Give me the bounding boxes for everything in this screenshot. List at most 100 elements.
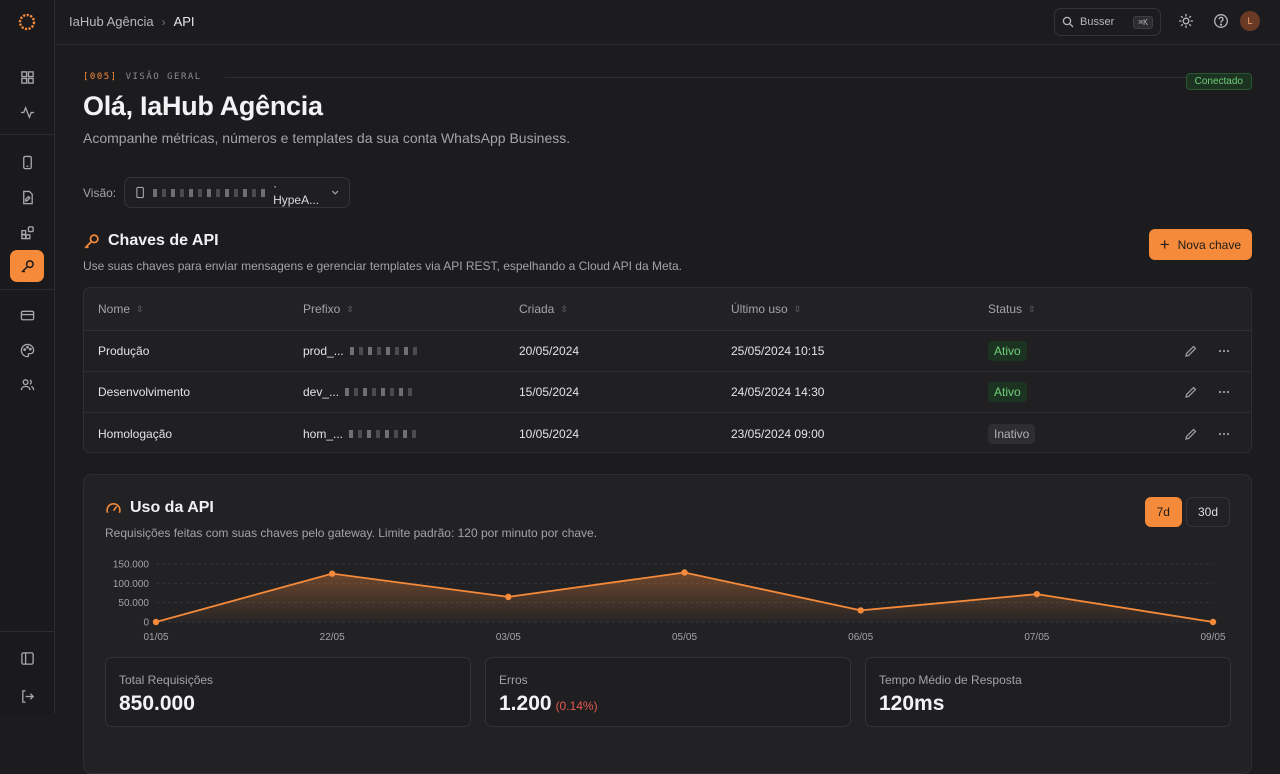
key-created: 15/05/2024 xyxy=(519,372,579,412)
view-select[interactable]: · HypeA... xyxy=(124,177,350,208)
table-row: Homologação hom_... 10/05/2024 23/05/202… xyxy=(84,413,1251,453)
x-tick-label: 09/05 xyxy=(1200,632,1225,643)
breadcrumb-item-org[interactable]: IaHub Agência xyxy=(69,14,154,29)
api-usage-title: Uso da API xyxy=(130,499,214,517)
activity-icon xyxy=(20,105,35,120)
range-7d-button[interactable]: 7d xyxy=(1145,497,1182,527)
data-point xyxy=(857,607,863,613)
key-created: 10/05/2024 xyxy=(519,413,579,453)
sidebar-item-api-keys[interactable] xyxy=(10,250,44,282)
x-tick-label: 05/05 xyxy=(672,632,697,643)
key-prefix: hom_... xyxy=(303,413,417,453)
api-keys-description: Use suas chaves para enviar mensagens e … xyxy=(83,259,682,273)
status-badge: Ativo xyxy=(988,382,1027,402)
sidebar-item-users[interactable] xyxy=(10,368,44,400)
new-key-button[interactable]: + Nova chave xyxy=(1149,229,1252,260)
main-content: [005] VISÃO GERAL Conectado Olá, IaHub A… xyxy=(55,46,1280,714)
sidebar-item-billing[interactable] xyxy=(10,299,44,331)
logout-button[interactable] xyxy=(10,680,44,712)
x-tick-label: 06/05 xyxy=(848,632,873,643)
redacted-prefix xyxy=(349,430,417,438)
column-header-prefix[interactable]: Prefixo⇳ xyxy=(303,288,354,330)
panel-left-icon xyxy=(20,651,35,666)
sidebar-item-integrations[interactable] xyxy=(10,216,44,248)
sidebar-item-phone[interactable] xyxy=(10,146,44,178)
sidebar-item-activity[interactable] xyxy=(10,96,44,128)
key-status: Inativo xyxy=(988,413,1035,453)
more-button[interactable] xyxy=(1217,331,1231,371)
key-name: Produção xyxy=(98,331,149,371)
sidebar-divider xyxy=(0,289,55,290)
pencil-icon xyxy=(1184,385,1198,399)
sort-icon: ⇳ xyxy=(1028,304,1036,315)
key-last-used: 23/05/2024 09:00 xyxy=(731,413,824,453)
eyebrow-divider xyxy=(225,77,1225,78)
avatar[interactable]: L xyxy=(1240,11,1260,31)
status-badge: Ativo xyxy=(988,341,1027,361)
y-tick-label: 0 xyxy=(143,618,149,629)
more-button[interactable] xyxy=(1217,413,1231,453)
range-toggle: 7d 30d xyxy=(1145,497,1230,527)
pencil-icon xyxy=(1184,344,1198,358)
key-prefix-text: hom_... xyxy=(303,427,343,441)
data-point xyxy=(1034,591,1040,597)
page-title: Olá, IaHub Agência xyxy=(83,91,323,122)
stat-value: 1.200(0.14%) xyxy=(499,692,598,716)
sidebar-item-templates[interactable] xyxy=(10,181,44,213)
file-edit-icon xyxy=(20,190,35,205)
key-last-used: 24/05/2024 14:30 xyxy=(731,372,824,412)
api-usage-card: Uso da API Requisições feitas com suas c… xyxy=(83,474,1252,774)
column-header-last-used[interactable]: Último uso⇳ xyxy=(731,288,801,330)
data-point xyxy=(1210,619,1216,625)
sidebar-divider xyxy=(0,134,55,135)
breadcrumb-item-current: API xyxy=(174,14,195,29)
edit-button[interactable] xyxy=(1184,413,1198,453)
y-tick-label: 150.000 xyxy=(113,560,150,571)
stat-card-errors: Erros 1.200(0.14%) xyxy=(485,657,851,727)
range-30d-button[interactable]: 30d xyxy=(1186,497,1230,527)
eyebrow-label: VISÃO GERAL xyxy=(126,72,202,82)
column-header-name[interactable]: Nome ⇳ xyxy=(98,288,144,330)
breadcrumb: IaHub Agência › API xyxy=(69,14,195,29)
sidebar-toggle-button[interactable] xyxy=(10,642,44,674)
more-button[interactable] xyxy=(1217,372,1231,412)
search-label: Busser xyxy=(1080,16,1114,28)
sidebar-item-appearance[interactable] xyxy=(10,334,44,366)
key-created: 20/05/2024 xyxy=(519,331,579,371)
key-name: Desenvolvimento xyxy=(98,372,190,412)
stat-label: Tempo Médio de Resposta xyxy=(879,673,1022,687)
page-subtitle: Acompanhe métricas, números e templates … xyxy=(83,130,570,146)
sun-icon[interactable] xyxy=(1178,13,1194,29)
y-tick-label: 50.000 xyxy=(118,598,149,609)
y-tick-label: 100.000 xyxy=(113,579,150,590)
stat-value: 850.000 xyxy=(119,692,195,716)
column-header-status[interactable]: Status⇳ xyxy=(988,288,1036,330)
stat-card-avg-response: Tempo Médio de Resposta 120ms xyxy=(865,657,1231,727)
plus-icon: + xyxy=(1160,236,1170,253)
redacted-prefix xyxy=(350,347,418,355)
api-usage-description: Requisições feitas com suas chaves pelo … xyxy=(105,526,597,540)
sidebar-item-dashboard[interactable] xyxy=(10,61,44,93)
column-header-label: Nome xyxy=(98,302,130,316)
view-selector-row: Visão: · HypeA... xyxy=(83,177,350,208)
edit-button[interactable] xyxy=(1184,331,1198,371)
column-header-label: Criada xyxy=(519,302,554,316)
column-header-created[interactable]: Criada⇳ xyxy=(519,288,568,330)
column-header-label: Prefixo xyxy=(303,302,340,316)
status-badge: Inativo xyxy=(988,424,1035,444)
sort-icon: ⇳ xyxy=(136,304,144,315)
search-shortcut: ⌘K xyxy=(1133,16,1153,29)
search-button[interactable]: Busser ⌘K xyxy=(1054,8,1161,36)
help-icon[interactable] xyxy=(1213,13,1229,29)
blocks-icon xyxy=(20,225,35,240)
api-keys-title: Chaves de API xyxy=(108,232,219,250)
logo-icon[interactable] xyxy=(17,12,37,32)
connection-status-badge: Conectado xyxy=(1186,73,1252,90)
column-header-label: Último uso xyxy=(731,302,788,316)
edit-button[interactable] xyxy=(1184,372,1198,412)
table-row: Produção prod_... 20/05/2024 25/05/2024 … xyxy=(84,331,1251,372)
smartphone-icon xyxy=(20,155,35,170)
smartphone-icon xyxy=(135,186,145,199)
pencil-icon xyxy=(1184,427,1198,441)
